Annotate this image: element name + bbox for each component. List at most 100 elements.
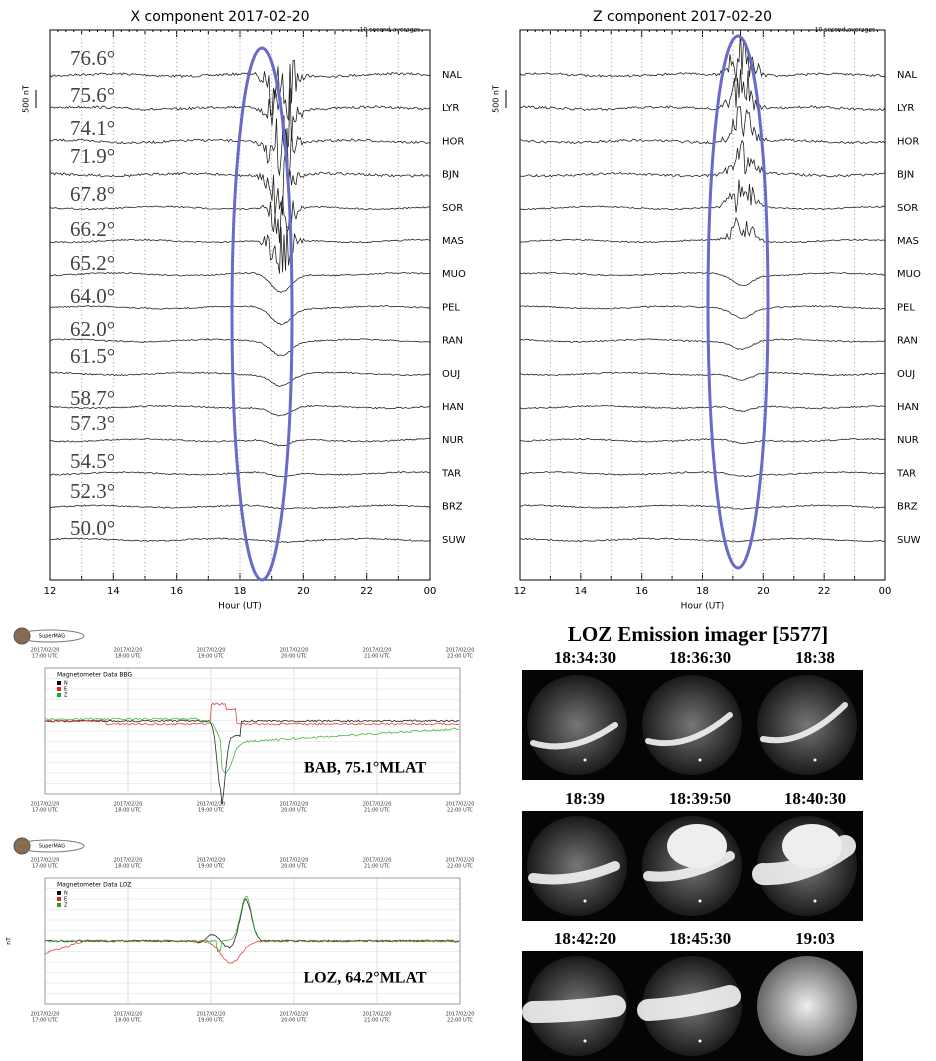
date-label: 2017/02/20 [114,858,143,864]
trace [49,537,430,543]
star [813,899,817,903]
latitude-label: 76.6° [70,46,115,70]
trace [519,69,885,111]
time-label: 20:00 UTC [281,864,307,870]
legend-swatch [57,681,61,685]
aurora [522,995,626,1023]
star [583,758,587,762]
station-label: MUO [442,269,466,280]
x-tick-label: 00 [424,586,437,597]
trace [49,471,430,478]
date-label: 2017/02/20 [446,858,475,864]
latitude-label: 66.2° [70,217,115,241]
legend-swatch [57,903,61,907]
scale-label: 500 nT [492,85,501,113]
star [698,899,702,903]
legend-swatch [57,891,61,895]
latitude-label: 67.8° [70,182,115,206]
station-label: LYR [442,103,459,114]
all-sky-image [642,675,742,775]
station-label: SUW [442,535,466,546]
latitude-label: 64.0° [70,284,115,308]
date-label: 2017/02/20 [446,648,475,654]
y-axis-label: nT [6,937,13,945]
logo: SuperMAG [13,627,85,645]
date-label: 2017/02/20 [363,1012,392,1018]
trace [519,338,885,350]
date-label: 2017/02/20 [31,1012,60,1018]
x-tick-label: 16 [170,586,183,597]
station-label: SOR [442,203,463,214]
trace [519,471,885,478]
x-tick-label: 14 [107,586,120,597]
date-label: 2017/02/20 [280,1012,309,1018]
station-label: HOR [442,136,464,147]
x-axis-label: Hour (UT) [681,602,725,612]
trace [50,225,430,274]
trace [519,537,885,543]
legend-swatch [57,897,61,901]
trace [519,305,885,319]
station-label: HAN [442,402,464,413]
x-tick-label: 00 [879,586,892,597]
trace [519,371,885,381]
time-label: 22:00 UTC [447,1018,473,1024]
date-label: 2017/02/20 [363,648,392,654]
logo: SuperMAG [13,837,85,855]
trace [44,898,460,949]
time-label: 19:00 UTC [198,1018,224,1024]
date-label: 2017/02/20 [363,858,392,864]
station-label: MAS [442,236,464,247]
trace [519,106,885,145]
time-label: 19:00 UTC [198,808,224,814]
all-sky-image [527,675,627,775]
station-label: NAL [442,70,462,81]
logo-ring [15,839,85,853]
dataset-label: Magnetometer Data LOZ [57,882,131,889]
station-label: NUR [897,435,919,446]
latitude-label: 71.9° [70,144,115,168]
time-label: 19:00 UTC [198,654,224,660]
legend-label: Z [64,693,68,699]
time-label: 18:00 UTC [115,808,141,814]
trace [519,139,885,178]
station-label: BRZ [442,502,463,513]
aurora-blob [667,824,727,868]
station-label: PEL [897,302,915,313]
x-tick-label: 20 [297,586,310,597]
date-label: 2017/02/20 [280,648,309,654]
date-label: 2017/02/20 [197,858,226,864]
trace [519,504,885,510]
station-label: HAN [897,402,919,413]
latitude-label: 50.0° [70,516,115,540]
time-label: 20:00 UTC [281,808,307,814]
logo-text: SuperMAG [39,844,65,850]
star [583,1039,587,1043]
latitude-label: 57.3° [70,411,115,435]
x-tick-label: 18 [696,586,709,597]
legend-swatch [57,687,61,691]
legend-label: N [64,681,68,687]
trace [49,371,430,388]
dataset-label: Magnetometer Data BBG [57,672,132,679]
x-tick-label: 18 [234,586,247,597]
station-annotation: LOZ, 64.2°MLAT [304,970,427,987]
legend-label: E [64,687,67,693]
latitude-label: 58.7° [70,386,115,410]
time-label: 17:00 UTC [32,1018,58,1024]
time-label: 19:00 UTC [198,864,224,870]
aurora-blob [782,824,842,868]
station-label: MUO [897,269,921,280]
station-annotation: BAB, 75.1°MLAT [304,760,426,777]
date-label: 2017/02/20 [31,858,60,864]
time-label: 21:00 UTC [364,864,390,870]
trace [49,196,430,244]
plot-frame [44,667,461,795]
latitude-label: 75.6° [70,83,115,107]
date-label: 2017/02/20 [363,802,392,808]
trace [44,717,460,774]
legend-label: E [64,897,67,903]
time-label: 21:00 UTC [364,1018,390,1024]
station-label: HOR [897,136,919,147]
